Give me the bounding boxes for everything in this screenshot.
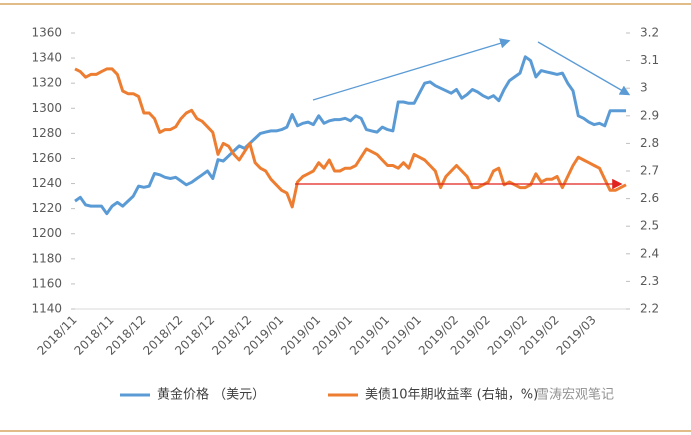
- legend-label: 黄金价格 （美元）: [157, 387, 265, 403]
- trend-arrow: [312, 38, 511, 101]
- y2-tick-label: 2.8: [640, 136, 659, 150]
- y2-tick-label: 2.6: [640, 191, 659, 205]
- plot: 1140 1160 1180 1200 1220 1240 1260 1280 1300 1320…: [31, 26, 659, 358]
- watermark: 雪涛宏观笔记: [536, 387, 614, 403]
- y2-tick-label: 2.7: [640, 164, 659, 178]
- y2-tick-label: 3.2: [640, 26, 659, 40]
- y-tick-label: 1140: [31, 302, 62, 316]
- trend-arrow: [537, 41, 631, 96]
- y-tick-label: 1260: [31, 151, 62, 165]
- y2-tick-label: 2.4: [640, 246, 659, 260]
- y-tick-label: 1180: [31, 251, 62, 265]
- y-tick-label: 1200: [31, 226, 62, 240]
- x-tick-label: 2019/03: [554, 313, 599, 358]
- x-tick-label: 2018/11: [34, 313, 79, 358]
- y2-tick-label: 3: [640, 81, 648, 95]
- y-tick-label: 1160: [31, 276, 62, 290]
- y2-tick-label: 2.9: [640, 108, 659, 122]
- y-tick-label: 1220: [31, 201, 62, 215]
- y-tick-label: 1300: [31, 101, 62, 115]
- series-line: [74, 55, 626, 216]
- y2-tick-label: 2.3: [640, 274, 659, 288]
- y2-tick-label: 2.2: [640, 302, 659, 316]
- y2-tick-label: 3.1: [640, 53, 659, 67]
- y-tick-label: 1280: [31, 126, 62, 140]
- y-tick-label: 1240: [31, 176, 62, 190]
- y-tick-label: 1340: [31, 51, 62, 65]
- y2-tick-label: 2.5: [640, 219, 659, 233]
- y-tick-label: 1360: [31, 26, 62, 40]
- y-tick-label: 1320: [31, 76, 62, 90]
- series-line: [74, 67, 627, 209]
- legend-label: 美债10年期收益率 (右轴，%): [365, 387, 538, 403]
